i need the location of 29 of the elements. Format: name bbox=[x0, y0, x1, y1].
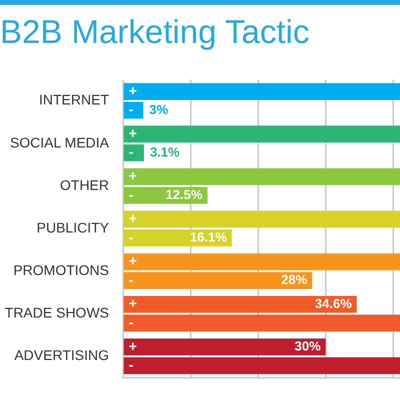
data-label: 12.5% bbox=[166, 186, 203, 202]
data-label: 28% bbox=[281, 272, 308, 288]
text: - bbox=[128, 101, 134, 118]
text: + bbox=[128, 168, 137, 184]
text: + bbox=[128, 252, 137, 269]
series-label: - bbox=[128, 314, 134, 330]
y-tick-label: PUBLICITY bbox=[36, 219, 110, 236]
y-tick-label: SOCIAL MEDIA bbox=[10, 134, 110, 150]
y-tick-label: TRADE SHOWS bbox=[4, 304, 109, 321]
text: - bbox=[128, 186, 134, 202]
data-label: 3.1% bbox=[150, 144, 180, 160]
text: - bbox=[128, 228, 134, 245]
y-tick-label: ADVERTISING bbox=[14, 347, 109, 364]
y-tick-label: INTERNET bbox=[39, 92, 110, 108]
text: - bbox=[128, 144, 134, 160]
text: + bbox=[128, 295, 137, 312]
y-tick-label: OTHER bbox=[60, 176, 109, 193]
data-label: 34.6% bbox=[314, 296, 352, 311]
chart-title: B2B Marketing Tactic bbox=[0, 12, 310, 50]
text: + bbox=[128, 210, 137, 226]
series-label: + bbox=[128, 338, 137, 354]
y-tick-label: PROMOTIONS bbox=[13, 262, 109, 278]
text: - bbox=[128, 271, 134, 288]
text: + bbox=[128, 124, 137, 141]
text: - bbox=[128, 356, 134, 373]
data-label: 16.1% bbox=[190, 230, 228, 245]
data-label: 30% bbox=[294, 338, 322, 354]
text: + bbox=[128, 82, 137, 98]
data-label: 3% bbox=[149, 102, 168, 117]
